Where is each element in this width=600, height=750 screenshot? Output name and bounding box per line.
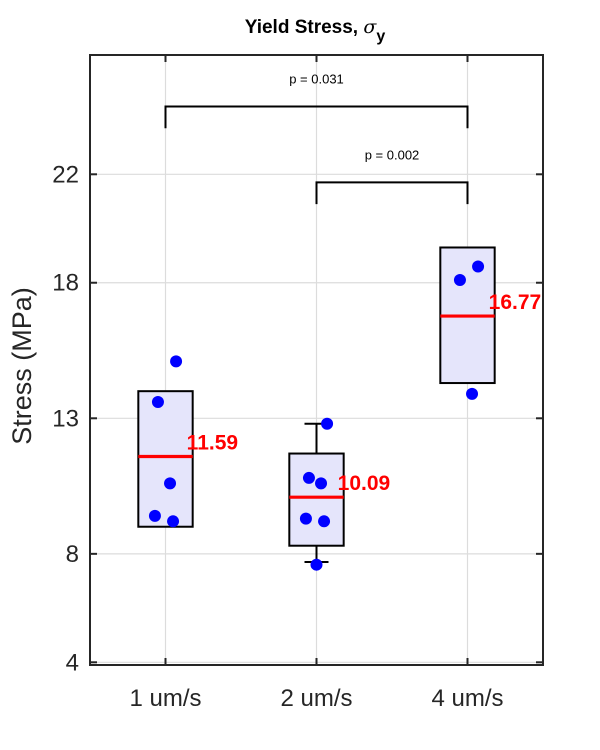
significance-label: p = 0.031 [289, 72, 344, 87]
data-point [302, 471, 315, 484]
box [288, 452, 345, 547]
data-point [164, 477, 177, 490]
x-tick-label: 2 um/s [280, 685, 352, 712]
y-tick-label: 22 [52, 161, 79, 188]
plot-layer: 11.59 10.09 16.77 p = 0.031 p = 0.002 [137, 72, 542, 571]
significance-bracket [164, 105, 469, 129]
y-tick-label: 13 [52, 405, 79, 432]
median-label: 11.59 [187, 432, 238, 455]
data-point [318, 515, 331, 528]
median-label: 16.77 [489, 291, 542, 314]
y-tick-label: 8 [66, 541, 79, 568]
data-point [167, 515, 180, 528]
median-label: 10.09 [338, 472, 391, 495]
data-point [310, 558, 323, 571]
chart-title-subscript: y [376, 28, 385, 45]
data-point [151, 396, 164, 409]
data-point [170, 355, 183, 368]
x-tick-label: 1 um/s [129, 685, 201, 712]
x-tick-label: 4 um/s [431, 685, 503, 712]
data-point [321, 417, 334, 430]
chart-title-text: Yield Stress, [245, 17, 364, 38]
data-point [148, 509, 161, 522]
data-point [453, 274, 466, 287]
box [137, 390, 194, 528]
data-point [299, 512, 312, 525]
y-axis-label: Stress (MPa) [7, 287, 37, 445]
y-tick-label: 4 [66, 649, 79, 676]
data-point [315, 477, 328, 490]
axes-layer: 4 8 13 18 22 1 um/s 2 um/s 4 um/s [52, 54, 544, 712]
data-point [472, 260, 485, 273]
significance-bracket [315, 181, 469, 205]
y-tick-label: 18 [52, 270, 79, 297]
data-point [466, 387, 479, 400]
chart-title-symbol: σ [363, 16, 377, 38]
significance-label: p = 0.002 [365, 147, 420, 162]
chart-title: Yield Stress, σy [245, 16, 386, 45]
